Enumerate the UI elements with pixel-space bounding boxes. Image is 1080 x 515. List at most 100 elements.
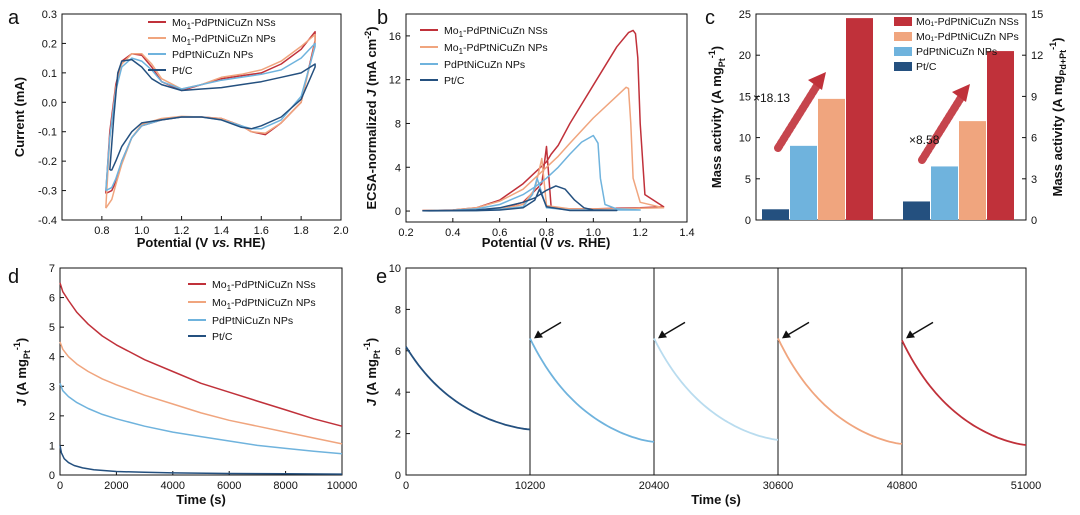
panel-e-ytick-label: 6 [395,346,401,358]
panel-c-left-ytick-label: 10 [739,133,751,145]
panel-d-ylabel: J (A mgPt-1) [12,338,32,407]
panel-a-xtick-label: 1.0 [134,225,149,237]
panel-a-ylabel: Current (mA) [12,77,27,157]
panel-e-arrow-shaft [538,321,562,337]
panel-a-xlabel: Potential (V vs. RHE) [137,235,266,250]
panel-e-arrow-shaft [662,321,686,337]
panel-e-arrow-head [534,330,543,339]
panel-c-right-ytick-label: 15 [1031,9,1043,21]
panel-d-xtick-label: 2000 [104,480,128,492]
panel-a-xtick-label: 2.0 [333,225,348,237]
panel-d-xtick-label: 6000 [217,480,241,492]
panel-b-ticks: 0.2 0.4 0.6 0.8 1.0 1.2 1.4 0 4 8 12 16 [389,31,695,239]
bar-right-ptc [903,201,930,220]
panel-e: e 0 10200 20400 30600 40800 51000 0 2 4 6 8 10 Time… [362,263,1041,507]
bar-right-mo-nss [987,51,1014,220]
bar-right-mo-nps [959,121,986,220]
panel-e-ytick-label: 4 [395,387,401,399]
legend-c-pd-nps-swatch [894,47,912,56]
panel-a-legend: Mo1-PdPtNiCuZn NSs Mo1-PdPtNiCuZn NPs Pd… [148,17,276,77]
panel-c-legend: Mo₁-PdPtNiCuZn NSs Mo₁-PdPtNiCuZn NPs Pd… [894,16,1019,73]
panel-c-left-ytick-label: 25 [739,9,751,21]
panel-b-ylabel: ECSA-normalized J (mA cm-2) [363,26,379,209]
panel-e-ytick-label: 8 [395,304,401,316]
panel-b-xlabel: Potential (V vs. RHE) [482,235,611,250]
bar-left-pd-nps [790,145,817,220]
panel-e-ytick-label: 2 [395,429,401,441]
panel-d-legend: Mo1-PdPtNiCuZn NSs Mo1-PdPtNiCuZn NPs Pd… [188,279,316,343]
panel-c-left-ytick-label: 15 [739,91,751,103]
panel-a-series-pd-nps [105,42,316,192]
legend-c-mo-nss-swatch [894,17,912,26]
panel-a-ytick-label: -0.2 [38,156,57,168]
panel-c-left-ytick-label: 5 [745,174,751,186]
legend-c-ptc: Pt/C [916,61,937,73]
panel-b-series-pd-nps [422,134,641,212]
panel-d-series-pd-nps [59,383,343,455]
panel-e-xtick-label: 30600 [763,480,794,492]
panel-b-xtick-label: 0.4 [445,227,460,239]
legend-d-pd-nps: PdPtNiCuZn NPs [212,315,293,327]
panel-b-xtick-label: 1.4 [679,227,694,239]
panel-d-ytick-label: 5 [49,322,55,334]
panel-d-xtick-label: 10000 [327,480,358,492]
panel-b-series-mo-nps [422,86,665,212]
panel-e-segment-mo-nss [901,340,1027,446]
panel-e-arrow-head [782,330,791,339]
panel-a-ytick-label: -0.4 [38,215,57,227]
panel-a-xtick-label: 0.8 [94,225,109,237]
bar-left-mo-nps [818,98,845,220]
panel-a-lines [105,30,316,209]
annot-8-58: ×8.58 [909,133,940,147]
panel-e-arrow-head [906,330,915,339]
panel-d-lines [59,282,343,475]
legend-a-mo-nps: Mo1-PdPtNiCuZn NPs [172,33,276,47]
panel-a: a 0.8 1.0 1.2 1.4 1.6 1.8 2.0-0.4-0.3-0.2-0.10… [8,7,349,250]
annot-18-13: ×18.13 [753,91,790,105]
panel-e-xtick-label: 40800 [887,480,918,492]
panel-c-right-ytick-label: 12 [1031,50,1043,62]
panel-d-ytick-label: 1 [49,440,55,452]
legend-c-pd-nps: PdPtNiCuZn NPs [916,46,997,58]
panel-d-xtick-label: 0 [57,480,63,492]
legend-c-mo-nps-swatch [894,32,912,41]
panel-b-ytick-label: 4 [395,162,401,174]
panel-c-arrow-right [918,84,970,164]
panel-b-xtick-label: 1.2 [633,227,648,239]
panel-a-xtick-label: 1.4 [214,225,229,237]
panel-d-series-mo-nss [59,282,343,427]
panel-c-ylabel-right: Mass activity (A mgPd+Pt-1) [1048,37,1068,196]
legend-d-mo-nps: Mo1-PdPtNiCuZn NPs [212,297,316,311]
panel-a-series-mo-nps [105,33,316,209]
panel-d-ytick-label: 6 [49,293,55,305]
panel-d-ytick-label: 0 [49,470,55,482]
bar-right-pd-nps [931,166,958,220]
panel-b-lines [422,29,665,212]
panel-e-segment-pd-nps-pale [653,337,779,441]
panel-d-frame [59,267,343,476]
panel-d-xtick-label: 8000 [273,480,297,492]
panel-d-ytick-label: 7 [49,263,55,275]
panel-c-right-ytick-label: 0 [1031,215,1037,227]
panel-e-ytick-label: 0 [395,470,401,482]
panel-a-frame [61,13,342,221]
panel-a-xtick-label: 1.8 [293,225,308,237]
panel-d-ytick-label: 4 [49,352,55,364]
legend-b-mo-nss: Mo1-PdPtNiCuZn NSs [444,25,548,39]
panel-e-lines [405,268,1027,475]
panel-b-ytick-label: 8 [395,118,401,130]
panel-c-right-ytick-label: 6 [1031,133,1037,145]
panel-a-xtick-label: 1.6 [254,225,269,237]
panel-e-arrow-shaft [910,321,934,337]
panel-d-xtick-label: 4000 [161,480,185,492]
legend-c-mo-nps: Mo₁-PdPtNiCuZn NPs [916,31,1019,43]
panel-c-bars [762,18,1014,221]
panel-e-xlabel: Time (s) [691,492,741,507]
panel-c-ticks: 0 5 10 15 20 25 0 3 6 9 12 15 [739,9,1044,227]
panel-e-xtick-label: 10200 [515,480,546,492]
panel-d-ytick-label: 3 [49,381,55,393]
panel-b-xtick-label: 0.6 [492,227,507,239]
panel-e-ytick-label: 10 [389,263,401,275]
panel-b-letter: b [377,7,388,29]
panel-c-letter: c [705,7,715,29]
